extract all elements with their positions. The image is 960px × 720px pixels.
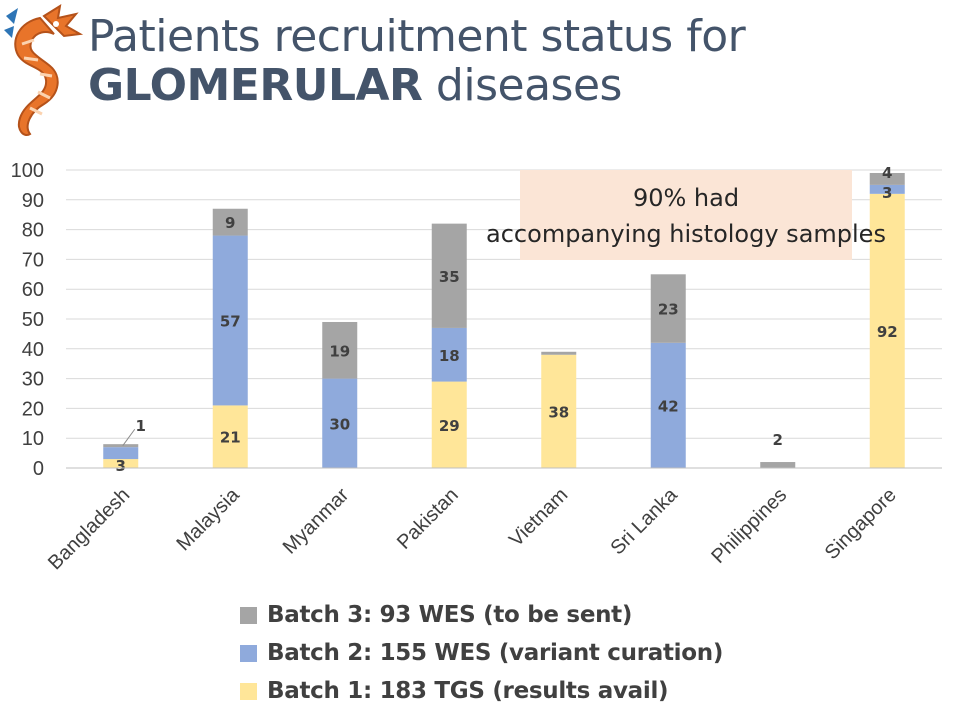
x-tick-label: Bangladesh bbox=[44, 484, 134, 574]
chart-legend: Batch 3: 93 WES (to be sent) Batch 2: 155… bbox=[240, 596, 723, 710]
stacked-bar-chart: 0 10 20 30 40 50 60 70 80 90 100 3 1 Bangladesh 21 57 9 M… bbox=[11, 160, 942, 574]
y-tick-label: 0 bbox=[33, 458, 44, 480]
bar-segment bbox=[103, 444, 139, 448]
bar-segment bbox=[212, 208, 248, 236]
title-line-1: Patients recruitment status for bbox=[88, 11, 746, 62]
annotation-text-line-2: accompanying histology samples bbox=[486, 220, 886, 248]
data-label: 18 bbox=[439, 347, 460, 365]
y-tick-label: 30 bbox=[22, 369, 44, 391]
y-tick-label: 90 bbox=[22, 190, 44, 212]
legend-label: Batch 2: 155 WES (variant curation) bbox=[267, 640, 724, 666]
y-tick-label: 60 bbox=[22, 279, 44, 301]
legend-swatch bbox=[240, 606, 257, 624]
bar-segment bbox=[541, 354, 577, 468]
bar-segment bbox=[431, 381, 467, 468]
bar-segment bbox=[869, 184, 905, 194]
data-label: 3 bbox=[882, 184, 892, 202]
bar-segment bbox=[541, 351, 577, 355]
y-tick-label: 70 bbox=[22, 249, 44, 271]
bar-segment bbox=[212, 235, 248, 406]
legend-label: Batch 1: 183 TGS (results avail) bbox=[267, 678, 669, 704]
bar-segment bbox=[431, 223, 467, 328]
x-tick-label: Myanmar bbox=[279, 484, 354, 559]
annotation-box bbox=[520, 170, 852, 260]
bar-segment bbox=[431, 327, 467, 382]
y-tick-label: 50 bbox=[22, 309, 44, 331]
x-tick-label: Vietnam bbox=[505, 484, 572, 551]
data-label: 29 bbox=[439, 417, 460, 435]
bar-segment bbox=[869, 172, 905, 185]
bar-segment bbox=[322, 321, 358, 379]
page-title: Patients recruitment status for GLOMERUL… bbox=[88, 11, 746, 111]
title-line-2-rest: diseases bbox=[435, 60, 623, 112]
data-label: 57 bbox=[220, 312, 241, 330]
y-tick-label: 10 bbox=[22, 428, 44, 450]
data-label: 35 bbox=[439, 268, 460, 286]
data-label: 4 bbox=[882, 164, 892, 182]
bar-segment bbox=[869, 193, 905, 468]
bar-segment bbox=[212, 405, 248, 468]
bar-segment bbox=[650, 342, 686, 468]
bar-segment bbox=[103, 447, 139, 460]
y-tick-label: 100 bbox=[11, 160, 44, 182]
x-tick-label: Malaysia bbox=[172, 483, 244, 555]
y-tick-label: 20 bbox=[22, 398, 44, 420]
data-label: 38 bbox=[548, 403, 569, 421]
dragon-logo-icon bbox=[4, 3, 84, 136]
legend-item: Batch 1: 183 TGS (results avail) bbox=[240, 672, 723, 710]
data-label: 42 bbox=[658, 397, 679, 415]
x-tick-label: Philippines bbox=[707, 484, 791, 568]
legend-swatch bbox=[240, 682, 257, 700]
legend-swatch bbox=[240, 644, 257, 662]
title-emphasis: GLOMERULAR bbox=[88, 60, 423, 112]
data-label: 23 bbox=[658, 301, 679, 319]
data-label: 21 bbox=[220, 429, 241, 447]
data-label: 92 bbox=[877, 323, 898, 341]
x-tick-label: Pakistan bbox=[393, 484, 463, 554]
bar-segment bbox=[103, 459, 139, 468]
legend-item: Batch 3: 93 WES (to be sent) bbox=[240, 596, 723, 634]
title-line-2: GLOMERULAR diseases bbox=[88, 61, 745, 110]
x-tick-label: Singapore bbox=[821, 484, 901, 564]
data-label: 2 bbox=[773, 431, 783, 449]
bar-segment bbox=[760, 462, 796, 468]
y-tick-label: 40 bbox=[22, 339, 44, 361]
data-label: 3 bbox=[116, 457, 126, 475]
legend-item: Batch 2: 155 WES (variant curation) bbox=[240, 634, 723, 672]
data-label: 9 bbox=[225, 214, 235, 232]
y-tick-label: 80 bbox=[22, 220, 44, 242]
data-label: 1 bbox=[136, 417, 146, 435]
bar-segment bbox=[322, 378, 358, 468]
bar-segment bbox=[650, 274, 686, 343]
x-tick-label: Sri Lanka bbox=[606, 483, 682, 559]
data-label: 19 bbox=[329, 342, 350, 360]
legend-label: Batch 3: 93 WES (to be sent) bbox=[267, 602, 633, 628]
annotation-text-line-1: 90% had bbox=[633, 184, 739, 212]
data-label: 30 bbox=[329, 415, 350, 433]
leader-line bbox=[122, 428, 136, 446]
